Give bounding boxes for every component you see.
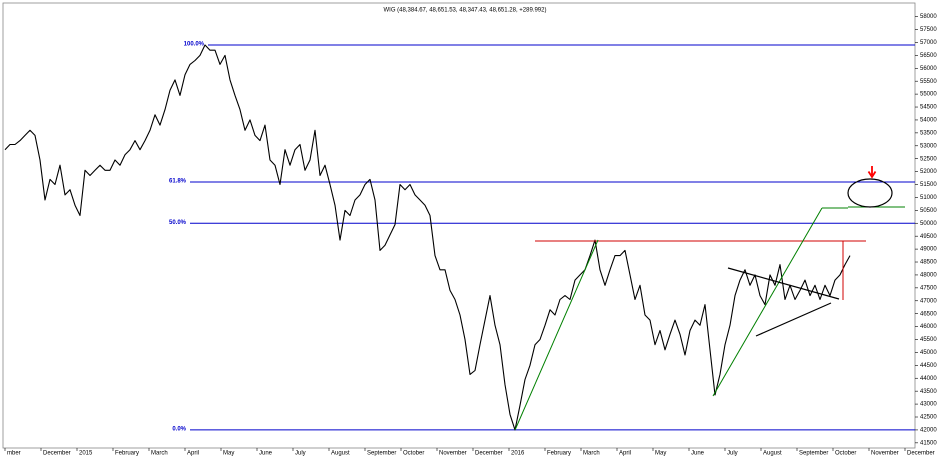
price-line xyxy=(4,44,851,431)
target-ellipse xyxy=(847,178,893,208)
y-tick-label: 49000 xyxy=(920,247,937,253)
y-tick-label: 48500 xyxy=(920,260,937,266)
fib-label: 100.0% xyxy=(184,42,205,48)
fib-label: 61.8% xyxy=(169,179,187,185)
triangle-lower xyxy=(755,302,832,337)
y-tick-label: 50500 xyxy=(920,208,937,214)
x-tick-label: March xyxy=(151,451,168,457)
x-tick-label: February xyxy=(115,451,139,457)
x-tick-label: October xyxy=(403,451,424,457)
y-tick-label: 47500 xyxy=(920,285,937,291)
green-leg xyxy=(514,239,599,431)
y-tick-label: 46000 xyxy=(920,324,937,330)
y-tick-label: 57500 xyxy=(920,27,937,33)
y-tick-label: 45500 xyxy=(920,337,937,343)
y-tick-label: 55000 xyxy=(920,92,937,98)
x-tick-label: September xyxy=(799,451,828,457)
x-tick-label: November xyxy=(439,451,467,457)
x-tick-label: August xyxy=(763,451,782,457)
x-tick-label: June xyxy=(691,451,705,457)
y-tick-label: 56000 xyxy=(920,66,937,72)
y-tick-label: 45000 xyxy=(920,350,937,356)
y-tick-label: 50000 xyxy=(920,221,937,227)
x-tick-label: July xyxy=(727,451,738,457)
x-tick-label: April xyxy=(187,451,199,457)
x-tick-label: October xyxy=(835,451,856,457)
y-tick-label: 53000 xyxy=(920,143,937,149)
triangle-upper xyxy=(727,267,840,300)
y-tick-label: 49500 xyxy=(920,234,937,240)
x-tick-label: July xyxy=(295,451,306,457)
x-tick-label: December xyxy=(43,451,71,457)
x-tick-label: August xyxy=(331,451,350,457)
y-tick-label: 58000 xyxy=(920,14,937,20)
y-tick-label: 42000 xyxy=(920,427,937,433)
x-tick-label: December xyxy=(907,451,935,457)
y-tick-label: 48000 xyxy=(920,273,937,279)
chart-title: WIG (48,384.67, 48,651.53, 48,347.43, 48… xyxy=(384,8,547,14)
y-tick-label: 44500 xyxy=(920,363,937,369)
x-tick-label: mber xyxy=(7,451,21,457)
y-tick-label: 54500 xyxy=(920,105,937,111)
x-tick-label: March xyxy=(583,451,600,457)
y-tick-label: 56500 xyxy=(920,53,937,59)
fib-label: 0.0% xyxy=(172,426,186,432)
y-tick-label: 43000 xyxy=(920,402,937,408)
y-tick-label: 55500 xyxy=(920,79,937,85)
y-tick-label: 52500 xyxy=(920,156,937,162)
y-tick-label: 42500 xyxy=(920,415,937,421)
y-tick-label: 51500 xyxy=(920,182,937,188)
fib-levels: 100.0% 61.8% 50.0% 0.0% xyxy=(169,42,915,432)
x-tick-label: May xyxy=(223,451,234,457)
x-tick-label: April xyxy=(619,451,631,457)
drawings xyxy=(514,166,905,431)
arrow xyxy=(867,166,877,179)
fib-label: 50.0% xyxy=(169,220,187,226)
x-tick-label: 2016 xyxy=(511,451,525,457)
y-tick-label: 54000 xyxy=(920,118,937,124)
y-tick-label: 43500 xyxy=(920,389,937,395)
y-tick-label: 44000 xyxy=(920,376,937,382)
x-tick-label: September xyxy=(367,451,396,457)
axes: 41500 42000 42500 43000 43500 44000 44500 45000… xyxy=(4,14,937,457)
x-tick-label: November xyxy=(871,451,899,457)
x-tick-label: May xyxy=(655,451,666,457)
y-tick-label: 52000 xyxy=(920,169,937,175)
y-tick-label: 47000 xyxy=(920,298,937,304)
y-tick-label: 51000 xyxy=(920,195,937,201)
x-tick-label: February xyxy=(547,451,571,457)
x-tick-label: December xyxy=(475,451,503,457)
y-tick-label: 53500 xyxy=(920,130,937,136)
price-line xyxy=(4,44,851,431)
y-tick-label: 46500 xyxy=(920,311,937,317)
y-tick-label: 57000 xyxy=(920,40,937,46)
x-tick-label: 2015 xyxy=(79,451,93,457)
green-leg xyxy=(712,207,823,397)
plot-frame xyxy=(2,2,916,449)
x-tick-label: June xyxy=(259,451,273,457)
y-tick-label: 41500 xyxy=(920,440,937,446)
